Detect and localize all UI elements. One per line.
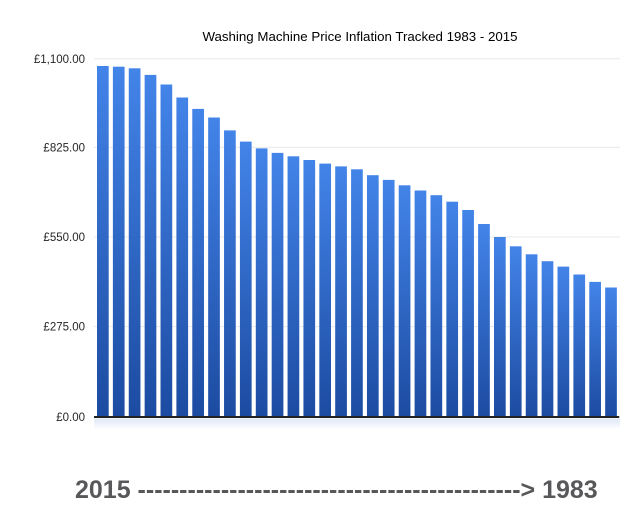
svg-text:£825.00: £825.00 xyxy=(43,143,85,155)
svg-text:£0.00: £0.00 xyxy=(56,412,85,424)
svg-text:£1,100.00: £1,100.00 xyxy=(34,54,85,66)
svg-text:Washing Machine Price Inflatio: Washing Machine Price Inflation Tracked … xyxy=(202,29,517,44)
svg-text:£275.00: £275.00 xyxy=(43,322,85,334)
svg-text:£550.00: £550.00 xyxy=(43,232,85,244)
